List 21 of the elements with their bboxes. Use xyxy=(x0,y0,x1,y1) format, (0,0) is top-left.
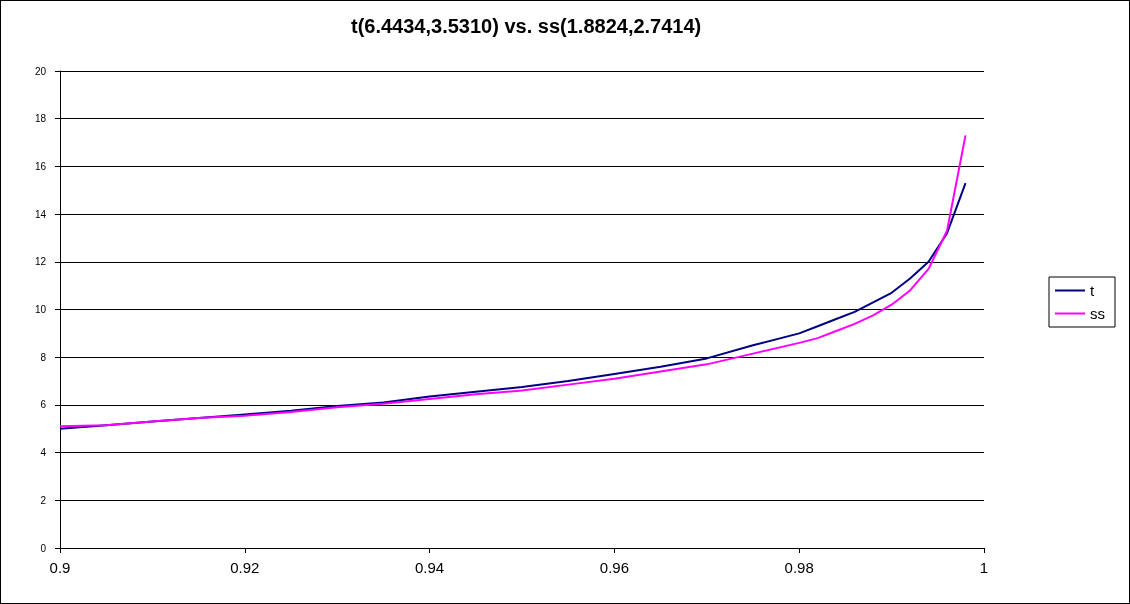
y-tick-label: 2 xyxy=(40,494,47,506)
chart-title: t(6.4434,3.5310) vs. ss(1.8824,2.7414) xyxy=(351,15,702,37)
y-tick-label: 10 xyxy=(34,304,47,315)
line-series xyxy=(59,134,967,428)
y-tick-label: 20 xyxy=(34,65,47,77)
y-tick-label: 6 xyxy=(40,399,47,411)
x-tick-label: 1 xyxy=(979,559,989,576)
x-tick-label: 0.92 xyxy=(230,559,260,576)
x-tick-label: 0.94 xyxy=(415,559,445,576)
legend-label: ss xyxy=(1090,305,1105,322)
y-tick-label: 0 xyxy=(40,542,47,554)
y-tick-label: 16 xyxy=(34,160,47,172)
y-tick-label: 14 xyxy=(34,208,47,220)
y-tick-label: 4 xyxy=(40,447,47,459)
x-tick-label: 0.98 xyxy=(784,559,814,576)
y-tick-label: 18 xyxy=(34,113,47,125)
x-tick-label: 0.96 xyxy=(599,559,629,576)
y-tick-label: 8 xyxy=(40,351,47,363)
x-tick-label: 0.9 xyxy=(49,559,71,576)
legend-label: t xyxy=(1090,282,1095,299)
y-tick-label: 12 xyxy=(34,256,47,268)
